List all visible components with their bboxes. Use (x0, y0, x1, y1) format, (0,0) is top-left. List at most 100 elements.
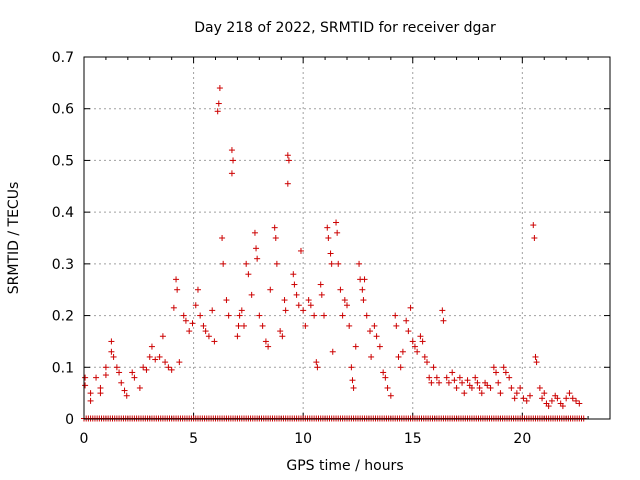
data-point (335, 260, 342, 267)
data-point (116, 369, 123, 376)
data-point (409, 338, 416, 345)
data-point (352, 343, 359, 350)
data-point (245, 271, 252, 278)
data-point (273, 260, 280, 267)
data-point (82, 382, 89, 389)
data-point (305, 297, 312, 304)
data-point (215, 100, 222, 107)
x-tick-label: 20 (513, 431, 531, 447)
data-point (474, 379, 481, 386)
data-point (272, 235, 279, 241)
data-point (159, 333, 166, 340)
data-point (545, 403, 552, 410)
x-tick-label: 15 (404, 431, 422, 447)
data-point (384, 384, 391, 391)
data-point (209, 307, 216, 314)
data-point (356, 260, 363, 267)
data-point (302, 322, 309, 329)
data-point (339, 312, 346, 319)
y-tick-label: 0.6 (52, 102, 74, 118)
data-point (468, 384, 475, 391)
data-point (202, 328, 209, 335)
data-point (411, 343, 418, 350)
data-point (314, 364, 321, 371)
data-point (173, 276, 180, 283)
data-point (254, 255, 261, 262)
data-point (205, 333, 212, 340)
data-point (376, 343, 383, 350)
data-point (554, 395, 561, 402)
data-point (371, 322, 378, 329)
data-point (168, 366, 175, 373)
data-point (307, 302, 314, 309)
data-point (348, 364, 355, 371)
data-point (333, 219, 340, 226)
data-point (282, 307, 289, 314)
data-point (428, 379, 435, 386)
x-tick-label: 10 (294, 431, 312, 447)
data-point (490, 364, 497, 371)
data-point (228, 170, 235, 177)
data-point (123, 392, 130, 399)
data-point (253, 245, 260, 252)
data-point (361, 276, 368, 283)
data-point (397, 364, 404, 371)
data-point (403, 317, 410, 324)
data-point (267, 286, 274, 293)
data-point (200, 322, 207, 329)
data-point (487, 384, 494, 391)
y-tick-label: 0.7 (52, 50, 74, 66)
data-point (387, 392, 394, 399)
data-point (502, 369, 509, 376)
data-point (295, 302, 302, 309)
plot-frame (83, 56, 611, 420)
data-point (497, 390, 504, 397)
data-point (290, 271, 297, 278)
data-point (281, 297, 288, 304)
data-point (189, 320, 196, 327)
data-point (341, 297, 348, 304)
data-point (566, 390, 573, 397)
data-point (129, 369, 136, 376)
data-point (285, 157, 292, 164)
data-point (152, 356, 159, 363)
data-point (423, 359, 430, 366)
y-tick-labels: 0 0.1 0.2 0.3 0.4 0.5 0.6 0.7 (52, 50, 74, 428)
data-point (472, 374, 479, 381)
data-point (511, 395, 518, 402)
data-point (445, 379, 452, 386)
data-point (350, 384, 357, 391)
data-point (180, 312, 187, 319)
data-point (419, 338, 426, 345)
data-point (311, 312, 318, 319)
data-point (192, 302, 199, 309)
data-point (433, 374, 440, 381)
data-point (230, 157, 237, 164)
data-point (456, 374, 463, 381)
data-point (118, 379, 125, 386)
data-point (214, 108, 221, 115)
data-point (293, 291, 300, 298)
data-point (235, 322, 242, 329)
data-point (265, 343, 272, 350)
data-point (97, 390, 104, 397)
data-point (211, 338, 218, 345)
data-points (81, 85, 587, 422)
data-point (156, 353, 163, 360)
data-point (240, 322, 247, 329)
data-point (165, 364, 172, 371)
data-point (140, 364, 147, 371)
data-point (300, 307, 307, 314)
data-point (238, 307, 245, 314)
data-point (248, 291, 255, 298)
data-point (459, 379, 466, 386)
data-point (108, 338, 115, 345)
data-point (407, 304, 414, 311)
data-point (317, 281, 324, 288)
y-tick-label: 0.4 (52, 205, 74, 221)
data-point (414, 348, 421, 355)
data-point (346, 322, 353, 329)
data-point (236, 312, 243, 319)
data-point (318, 291, 325, 298)
